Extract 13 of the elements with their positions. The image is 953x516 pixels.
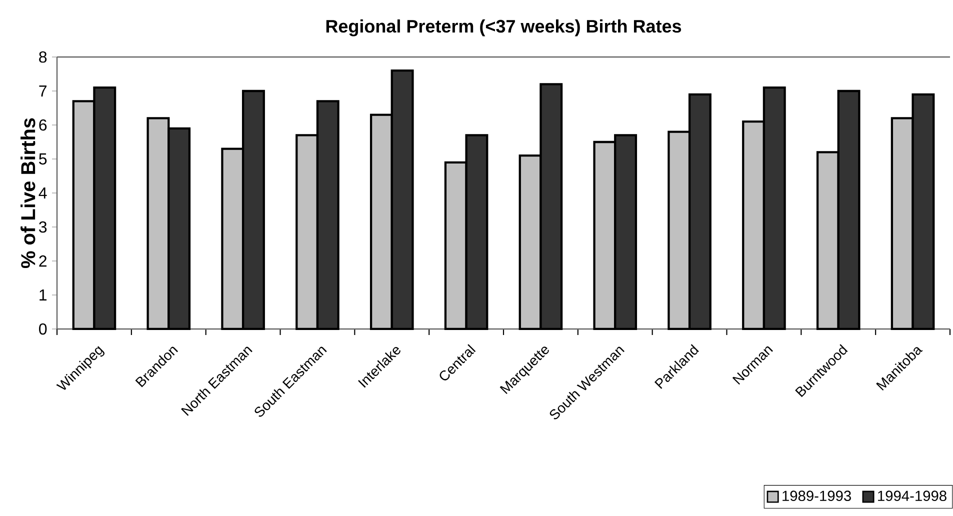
y-tick-label: 2 — [39, 255, 46, 267]
y-tick-label: 8 — [39, 51, 47, 63]
chart-title: Regional Preterm (<37 weeks) Birth Rates — [326, 19, 682, 36]
y-tick-label: 7 — [39, 86, 46, 97]
y-tick-label: 3 — [39, 221, 47, 233]
legend-label: 1989-1993 — [782, 490, 851, 502]
legend-label: 1994-1998 — [878, 490, 946, 502]
y-axis-title: % of Live Births — [20, 118, 36, 268]
y-tick-label: 6 — [39, 119, 47, 131]
y-tick-label: 1 — [40, 289, 47, 300]
y-tick-label: 5 — [39, 153, 47, 165]
y-tick-label: 4 — [38, 188, 47, 198]
y-tick-label: 0 — [39, 323, 47, 335]
